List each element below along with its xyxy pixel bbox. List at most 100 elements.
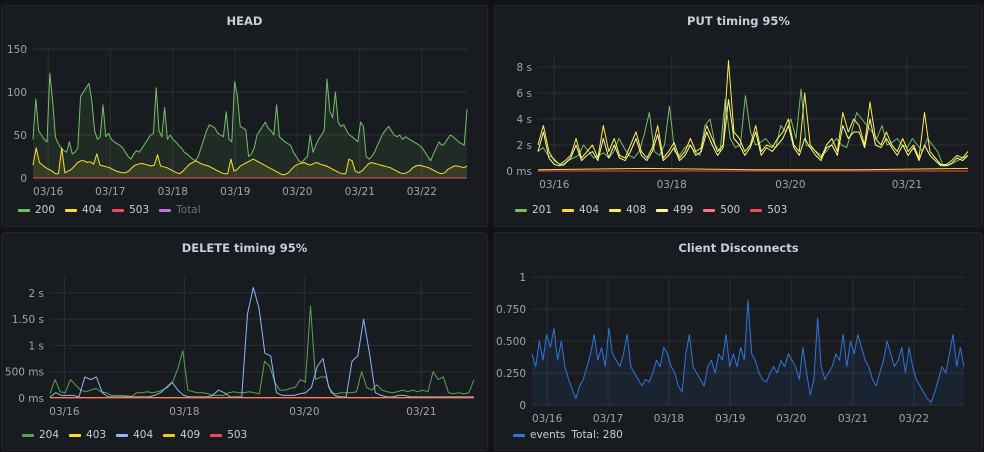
- legend-label: 200: [35, 204, 56, 216]
- y-tick-label: 4 s: [517, 114, 533, 126]
- x-tick-label: 03/17: [95, 186, 125, 198]
- series-line-events: [531, 299, 965, 403]
- legend-item[interactable]: 404: [562, 204, 599, 216]
- legend-label: events: [530, 429, 566, 441]
- legend-label: 404: [133, 429, 154, 441]
- x-tick-label: 03/21: [406, 406, 436, 418]
- legend-swatch: [703, 208, 716, 212]
- y-tick-label: 50: [14, 130, 27, 142]
- y-tick-label: 100: [7, 87, 27, 99]
- panel-delete-timing[interactable]: DELETE timing 95% 0 ms 500 ms 1 s 1.50 s 2 s…: [1, 232, 488, 451]
- x-tick-label: 03/22: [899, 413, 929, 425]
- series-line-404: [537, 167, 969, 171]
- y-tick-label: 1 s: [29, 340, 45, 352]
- legend-item[interactable]: 503: [750, 204, 787, 216]
- legend: 204 403 404 409 503: [22, 429, 247, 441]
- legend-swatch: [656, 208, 669, 212]
- legend-swatch: [65, 208, 78, 212]
- legend-item[interactable]: 404: [65, 204, 102, 216]
- legend-item[interactable]: 204: [22, 429, 59, 441]
- legend-label: 503: [129, 204, 150, 216]
- series-area-200: [33, 73, 467, 178]
- x-tick-label: 03/21: [838, 413, 868, 425]
- legend-item[interactable]: 403: [69, 429, 106, 441]
- y-tick-label: 2 s: [29, 288, 45, 300]
- legend-label: 500: [720, 204, 741, 216]
- legend: events Total: 280: [513, 429, 623, 441]
- series-line-200: [32, 72, 468, 163]
- series-line-204: [49, 305, 475, 397]
- legend-label: Total: [176, 204, 201, 216]
- panel-client-disconnects[interactable]: Client Disconnects 0 0.250 0.500 0.750 1 03/1…: [494, 232, 983, 451]
- legend-item[interactable]: 503: [112, 204, 149, 216]
- legend-swatch: [69, 433, 82, 437]
- legend-swatch: [163, 433, 176, 437]
- x-tick-label: 03/20: [776, 413, 806, 425]
- x-tick-label: 03/18: [158, 186, 188, 198]
- x-tick-label: 03/16: [539, 179, 570, 191]
- panel-title[interactable]: HEAD: [226, 14, 263, 28]
- y-tick-label: 1: [519, 272, 526, 284]
- y-tick-label: 500 ms: [5, 367, 44, 379]
- x-tick-label: 03/19: [715, 413, 745, 425]
- y-tick-label: 2 s: [517, 140, 533, 152]
- legend-label: 408: [626, 204, 647, 216]
- chart-client-disconnects: 0 0.250 0.500 0.750 1 03/16 03/17 03/18 03/19 03/…: [496, 272, 965, 425]
- legend-label: 503: [227, 429, 248, 441]
- legend-item[interactable]: 201: [515, 204, 552, 216]
- legend-swatch: [513, 433, 525, 437]
- x-tick-label: 03/18: [654, 413, 684, 425]
- legend-swatch: [750, 208, 763, 212]
- panel-title[interactable]: Client Disconnects: [678, 241, 799, 255]
- legend-item[interactable]: 200: [18, 204, 55, 216]
- series-line-404: [49, 287, 474, 398]
- x-tick-label: 03/22: [407, 186, 437, 198]
- x-tick-label: 03/21: [892, 179, 922, 191]
- y-tick-label: 1.50 s: [12, 314, 44, 326]
- chart-head: 0 50 100 150 03/16 03/17 03/18 03/19 03/20 03/21 0…: [7, 44, 468, 198]
- legend-item[interactable]: 503: [210, 429, 247, 441]
- y-tick-label: 0 ms: [506, 166, 532, 178]
- legend-swatch: [515, 208, 527, 212]
- y-tick-label: 0.750: [496, 304, 526, 316]
- legend-swatch: [159, 208, 172, 212]
- panel-title[interactable]: PUT timing 95%: [687, 14, 790, 28]
- legend-label: 204: [39, 429, 60, 441]
- legend-swatch: [210, 433, 223, 437]
- panel-head[interactable]: HEAD 0 50 100 150 03/16 03/17 03/18 03/19 03/20 0…: [1, 5, 488, 227]
- y-tick-label: 0.250: [496, 368, 526, 380]
- legend-item[interactable]: Total: [159, 204, 201, 216]
- legend-label: 503: [767, 204, 788, 216]
- y-tick-label: 6 s: [517, 88, 533, 100]
- x-tick-label: 03/20: [282, 186, 312, 198]
- legend-item[interactable]: 499: [656, 204, 693, 216]
- legend-item[interactable]: 408: [609, 204, 646, 216]
- legend-total: Total: 280: [571, 429, 623, 441]
- legend-item[interactable]: 409: [163, 429, 200, 441]
- legend-item[interactable]: events: [513, 429, 565, 441]
- legend-label: 403: [86, 429, 107, 441]
- legend-swatch: [22, 433, 34, 437]
- legend-item[interactable]: 404: [116, 429, 153, 441]
- y-tick-label: 0 ms: [18, 393, 44, 405]
- series-line-408: [537, 60, 969, 165]
- y-tick-label: 0: [519, 400, 526, 412]
- legend-swatch: [562, 208, 575, 212]
- x-tick-label: 03/21: [345, 186, 375, 198]
- panel-put-timing[interactable]: PUT timing 95% 0 ms 2 s 4 s 6 s 8 s 03/16 03/1…: [494, 5, 983, 227]
- legend-label: 404: [579, 204, 600, 216]
- series-line-499: [537, 99, 969, 167]
- legend-swatch: [18, 208, 30, 212]
- panel-title[interactable]: DELETE timing 95%: [181, 241, 308, 255]
- legend-item[interactable]: 500: [703, 204, 740, 216]
- y-tick-label: 0: [20, 173, 27, 185]
- x-tick-label: 03/18: [169, 406, 199, 418]
- series-line-404: [32, 147, 468, 176]
- y-tick-label: 150: [7, 44, 27, 56]
- legend-swatch: [609, 208, 622, 212]
- y-tick-label: 0.500: [496, 336, 526, 348]
- x-tick-label: 03/18: [657, 179, 687, 191]
- chart-delete-timing: 0 ms 500 ms 1 s 1.50 s 2 s 03/16 03/18 03/20 03/…: [5, 277, 475, 418]
- x-tick-label: 03/19: [220, 186, 250, 198]
- series-area-events: [532, 300, 964, 405]
